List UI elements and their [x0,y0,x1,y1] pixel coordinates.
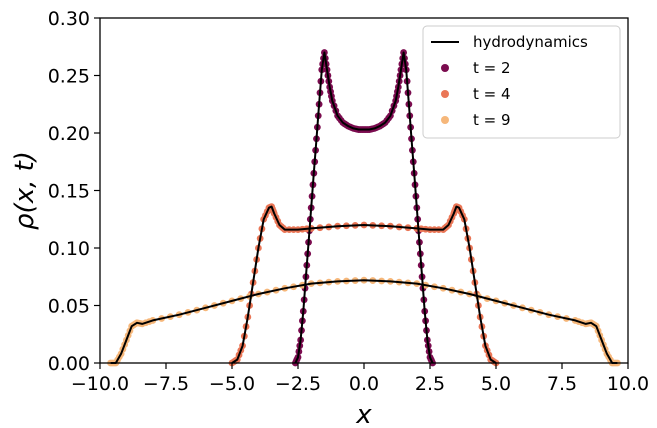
hydrodynamics-line-3 [110,279,618,364]
x-axis-label: x [355,400,372,428]
legend-dot-marker [441,116,449,124]
series-points-3 [107,276,621,367]
x-tick-label: 7.5 [547,373,577,395]
legend-dot-marker [441,64,449,72]
axis-ticks: −10.0 −7.5 −5.0 −2.5 0.0 2.5 5.0 7.5 10.0 0.00 0.0… [48,8,649,395]
hydrodynamics-line-1 [294,51,434,364]
series-points-1 [291,49,437,367]
y-tick-label: 0.10 [48,238,90,260]
y-tick-label: 0.05 [48,296,90,318]
series-points-2 [228,203,500,367]
legend-dot-marker [441,90,449,98]
x-tick-label: −5.0 [209,373,255,395]
legend-label: t = 2 [473,59,511,77]
plot-data [107,49,621,367]
legend-box [422,25,621,139]
x-tick-label: −10.0 [71,373,129,395]
legend-label: t = 4 [473,85,511,103]
y-axis-label: ρ(x, t) [10,151,40,230]
x-tick-label: 5.0 [481,373,511,395]
x-tick-label: −2.5 [275,373,321,395]
y-tick-label: 0.20 [48,123,90,145]
x-tick-label: −7.5 [143,373,189,395]
legend: hydrodynamics t = 2 t = 4 t = 9 [422,25,621,139]
y-tick-label: 0.30 [48,8,90,30]
y-tick-label: 0.15 [48,181,90,203]
x-tick-label: 0.0 [349,373,379,395]
x-tick-label: 2.5 [415,373,445,395]
y-tick-label: 0.00 [48,353,90,375]
hydrodynamics-line-2 [231,205,497,364]
legend-label: hydrodynamics [473,33,588,51]
legend-label: t = 9 [473,111,511,129]
y-tick-label: 0.25 [48,66,90,88]
x-tick-label: 10.0 [607,373,649,395]
